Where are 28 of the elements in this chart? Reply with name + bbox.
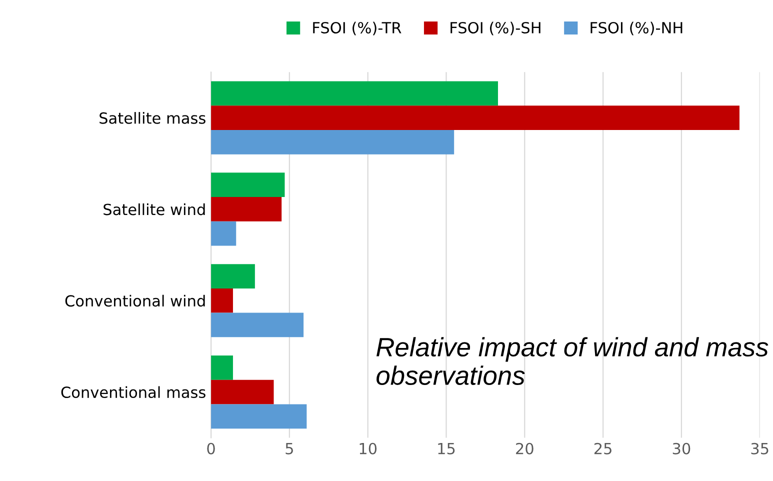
x-tick-label: 0	[207, 442, 215, 454]
y-tick-label: Satellite wind	[104, 203, 205, 216]
bar	[211, 404, 307, 429]
x-tick-label: 15	[438, 443, 455, 454]
x-tick-label: 30	[672, 442, 690, 454]
bar	[211, 172, 285, 198]
bar	[211, 312, 304, 338]
bar	[211, 221, 236, 246]
y-tick-label: Conventional wind	[65, 294, 205, 307]
x-tick-label: 25	[594, 442, 612, 454]
y-tick-label: Conventional mass	[61, 386, 206, 398]
annotation: Relative impact of wind and mass observations	[376, 337, 768, 385]
legend-label: FSOI (%)-SH	[450, 22, 540, 36]
bar	[211, 380, 274, 404]
bar	[211, 81, 498, 106]
legend-label: FSOI (%)-TR	[313, 22, 402, 36]
y-tick-label: Satellite mass	[100, 112, 206, 124]
legend-label: FSOI (%)-NH	[590, 22, 682, 36]
x-tick-label: 10	[360, 442, 377, 454]
bar	[211, 264, 255, 288]
bar	[211, 355, 233, 380]
x-tick-label: 20	[516, 442, 534, 454]
bar	[211, 106, 740, 130]
x-tick-label: 35	[751, 442, 768, 454]
bar	[211, 288, 233, 313]
bar	[211, 197, 282, 222]
x-tick-label: 5	[286, 443, 293, 454]
bar	[211, 130, 454, 154]
